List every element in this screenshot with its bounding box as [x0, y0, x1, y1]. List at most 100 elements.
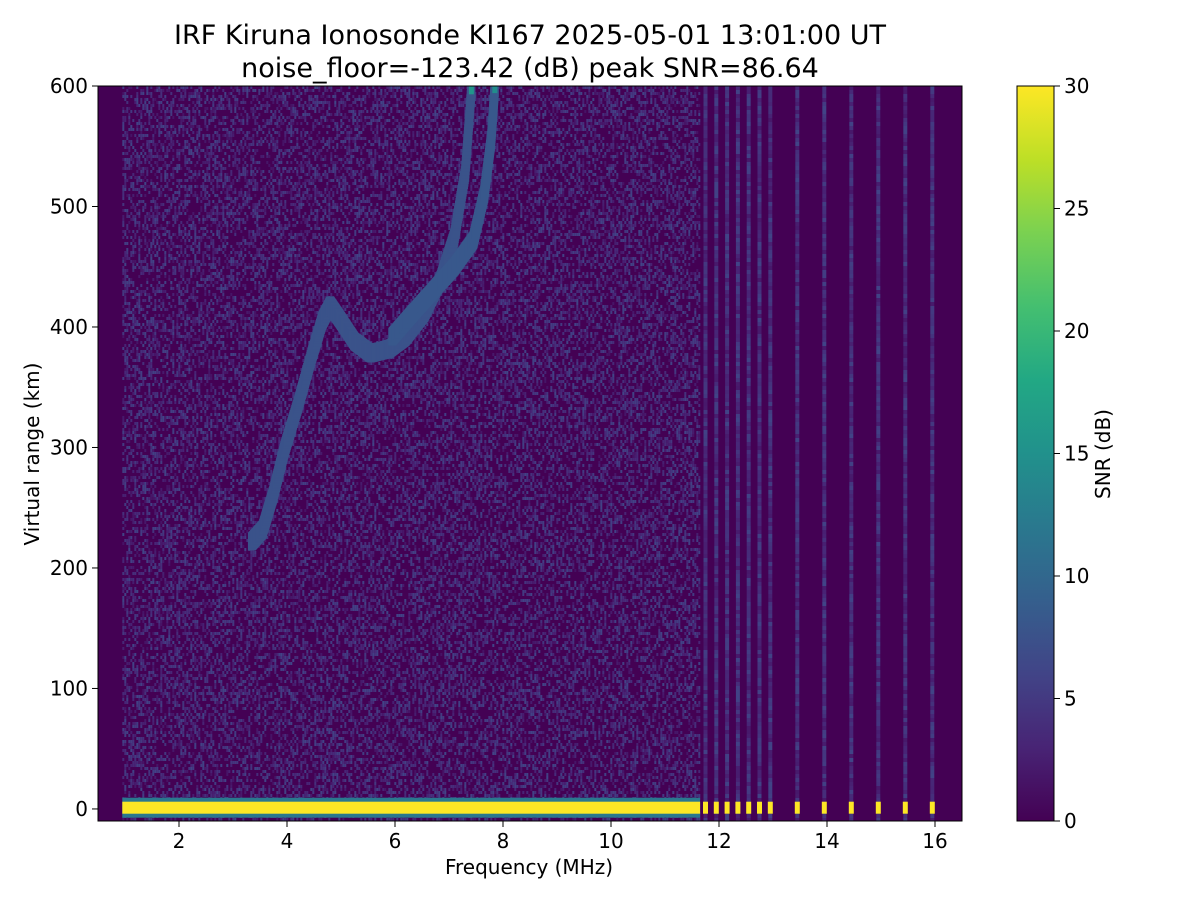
noise-cell [202, 764, 205, 767]
noise-cell [130, 140, 133, 143]
noise-cell [204, 653, 207, 656]
noise-cell [194, 338, 197, 341]
noise-cell [152, 710, 155, 713]
noise-cell [130, 356, 133, 359]
noise-cell [146, 758, 149, 761]
noise-cell [194, 140, 197, 143]
noise-cell [172, 194, 175, 197]
noise-cell [140, 533, 143, 536]
noise-cell [136, 95, 139, 98]
noise-cell [174, 653, 177, 656]
noise-cell [160, 641, 163, 644]
noise-cell [140, 617, 143, 620]
noise-cell [172, 98, 175, 101]
noise-cell [182, 674, 185, 677]
noise-cell [176, 422, 179, 425]
noise-cell [198, 554, 201, 557]
noise-cell [152, 308, 155, 311]
noise-cell [162, 608, 165, 611]
noise-cell [132, 647, 135, 650]
noise-cell [164, 260, 167, 263]
noise-cell [162, 596, 165, 599]
noise-cell [146, 656, 149, 659]
noise-cell [198, 728, 201, 731]
noise-cell [122, 305, 125, 308]
noise-cell [128, 755, 131, 758]
noise-cell [208, 119, 211, 122]
noise-cell [184, 563, 187, 566]
noise-cell [198, 329, 201, 332]
noise-cell [196, 236, 199, 239]
noise-cell [134, 782, 137, 785]
noise-cell [194, 497, 197, 500]
noise-cell [202, 116, 205, 119]
noise-cell [150, 104, 153, 107]
noise-cell [164, 467, 167, 470]
noise-cell [162, 428, 165, 431]
noise-cell [124, 731, 127, 734]
noise-cell [158, 155, 161, 158]
noise-cell [134, 668, 137, 671]
noise-cell [146, 587, 149, 590]
noise-cell [142, 482, 145, 485]
noise-cell [132, 755, 135, 758]
noise-cell [176, 218, 179, 221]
noise-cell [212, 272, 215, 275]
noise-cell [182, 443, 185, 446]
noise-cell [208, 350, 211, 353]
noise-cell [198, 356, 201, 359]
noise-cell [128, 578, 131, 581]
noise-cell [148, 491, 151, 494]
noise-cell [192, 767, 195, 770]
noise-cell [168, 713, 171, 716]
noise-cell [186, 116, 189, 119]
noise-cell [156, 203, 159, 206]
noise-cell [188, 296, 191, 299]
noise-cell [178, 245, 181, 248]
noise-cell [142, 605, 145, 608]
noise-cell [170, 341, 173, 344]
noise-cell [160, 95, 163, 98]
noise-cell [134, 536, 137, 539]
noise-cell [122, 731, 125, 734]
noise-cell [202, 641, 205, 644]
noise-cell [168, 86, 171, 89]
noise-cell [128, 638, 131, 641]
noise-cell [128, 542, 131, 545]
noise-cell [122, 317, 125, 320]
noise-cell [124, 788, 127, 791]
noise-cell [184, 437, 187, 440]
noise-cell [122, 527, 125, 530]
noise-cell [184, 260, 187, 263]
noise-cell [166, 167, 169, 170]
noise-cell [148, 320, 151, 323]
noise-cell [140, 326, 143, 329]
noise-cell [148, 161, 151, 164]
noise-cell [140, 116, 143, 119]
noise-cell [208, 716, 211, 719]
noise-cell [210, 116, 213, 119]
noise-cell [138, 353, 141, 356]
noise-cell [164, 164, 167, 167]
noise-cell [154, 641, 157, 644]
noise-cell [206, 419, 209, 422]
noise-cell [194, 275, 197, 278]
noise-cell [130, 410, 133, 413]
noise-cell [172, 533, 175, 536]
noise-cell [206, 542, 209, 545]
noise-cell [136, 356, 139, 359]
noise-cell [176, 620, 179, 623]
noise-cell [172, 572, 175, 575]
noise-cell [178, 668, 181, 671]
noise-cell [148, 101, 151, 104]
noise-cell [134, 644, 137, 647]
noise-cell [198, 317, 201, 320]
noise-cell [148, 362, 151, 365]
noise-cell [140, 416, 143, 419]
noise-cell [172, 596, 175, 599]
noise-cell [192, 527, 195, 530]
noise-cell [206, 725, 209, 728]
noise-cell [188, 104, 191, 107]
noise-cell [136, 401, 139, 404]
noise-cell [144, 317, 147, 320]
